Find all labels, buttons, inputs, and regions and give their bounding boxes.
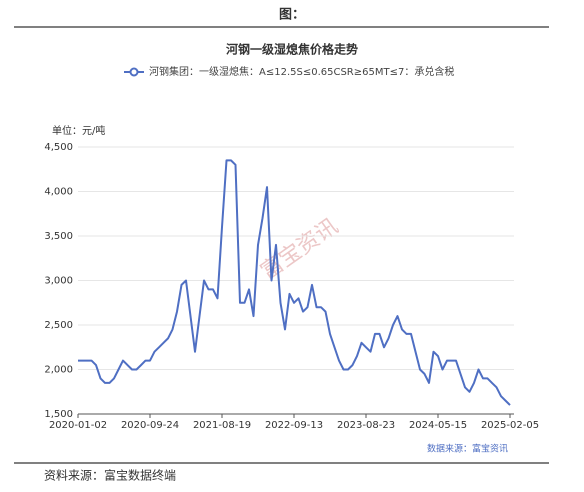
x-tick-label: 2025-02-05 [481,420,539,431]
y-tick-label: 3,500 [44,231,73,242]
y-tick-label: 4,500 [44,142,73,153]
x-tick-label: 2020-09-24 [121,420,179,431]
chart-title: 河钢一级湿熄焦价格走势 [225,42,358,57]
x-tick-label: 2022-09-13 [265,420,323,431]
x-tick-label: 2020-01-02 [49,420,107,431]
y-tick-label: 1,500 [44,409,73,420]
footer-source: 资料来源：富宝数据终端 [44,468,176,483]
y-tick-label: 4,000 [44,187,73,198]
figure-label: 图： [279,8,305,23]
x-tick-label: 2021-08-19 [193,420,251,431]
legend-marker [129,67,139,77]
x-tick-label: 2024-05-15 [409,420,467,431]
price-line [78,159,511,406]
y-tick-label: 2,000 [44,365,73,376]
unit-label: 单位：元/吨 [52,124,105,137]
source-note: 数据来源：富宝资讯 [427,443,508,455]
legend-label: 河钢集团：一级湿熄焦：A≤12.5S≤0.65CSR≥65MT≤7：承兑含税 [149,65,454,78]
x-tick-label: 2023-08-23 [337,420,395,431]
y-tick-label: 3,000 [44,276,73,287]
y-tick-label: 2,500 [44,320,73,331]
